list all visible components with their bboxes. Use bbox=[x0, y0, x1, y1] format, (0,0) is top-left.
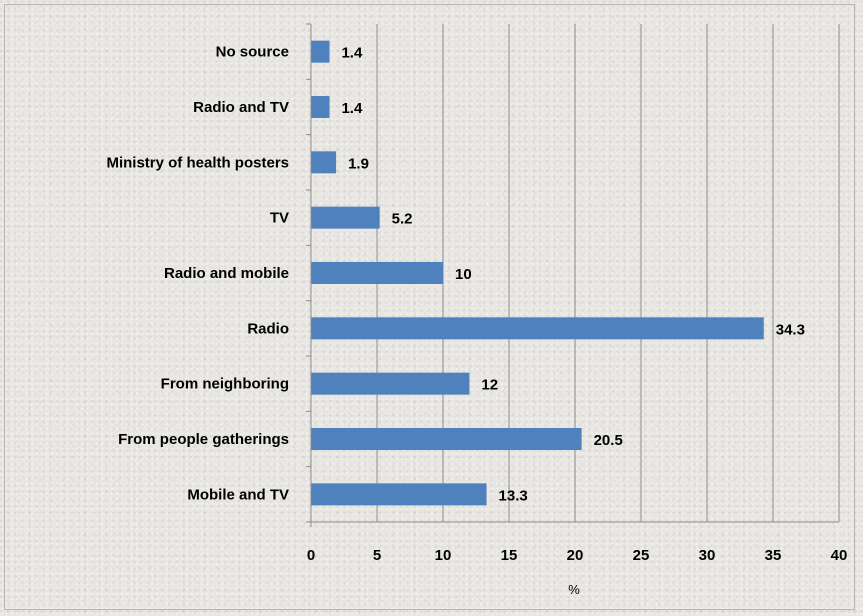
bar bbox=[311, 96, 330, 118]
category-label: Radio and mobile bbox=[164, 265, 289, 282]
x-tick-label: 20 bbox=[567, 547, 584, 564]
axes bbox=[306, 23, 839, 527]
bar bbox=[311, 40, 330, 63]
x-axis-title: % bbox=[568, 582, 580, 597]
category-label: No source bbox=[216, 44, 289, 61]
data-label: 20.5 bbox=[594, 432, 623, 449]
bar bbox=[311, 372, 470, 395]
x-tick-label: 35 bbox=[765, 547, 782, 564]
bar bbox=[311, 151, 337, 174]
data-label: 5.2 bbox=[392, 211, 413, 228]
data-label: 12 bbox=[481, 377, 498, 394]
bars bbox=[311, 40, 764, 506]
category-label: TV bbox=[270, 210, 289, 227]
bar bbox=[311, 206, 380, 229]
category-label: Ministry of health posters bbox=[106, 154, 289, 171]
category-label: From neighboring bbox=[161, 376, 289, 393]
x-tick-label: 15 bbox=[501, 547, 518, 564]
bar bbox=[311, 317, 764, 340]
category-label: Radio and TV bbox=[193, 99, 289, 116]
x-tick-label: 40 bbox=[831, 547, 848, 564]
chart-frame bbox=[4, 4, 855, 610]
x-tick-label: 5 bbox=[373, 547, 381, 564]
x-tick-label: 10 bbox=[435, 547, 452, 564]
x-tick-label: 30 bbox=[699, 547, 716, 564]
category-label: From people gatherings bbox=[118, 431, 289, 448]
data-label: 10 bbox=[455, 266, 472, 283]
data-label: 1.4 bbox=[341, 45, 363, 62]
data-label: 13.3 bbox=[499, 487, 528, 504]
category-label: Radio bbox=[247, 320, 289, 337]
labels: 0 5 10 15 20 25 30 35 40 No source 1.4 Radio and TV… bbox=[106, 44, 847, 597]
bar bbox=[311, 262, 443, 284]
x-tick-label: 25 bbox=[633, 547, 650, 564]
data-label: 34.3 bbox=[776, 321, 805, 338]
x-tick-label: 0 bbox=[307, 547, 315, 564]
bar bbox=[311, 428, 582, 450]
category-label: Mobile and TV bbox=[187, 486, 289, 503]
data-label: 1.9 bbox=[348, 155, 369, 172]
data-label: 1.4 bbox=[341, 100, 363, 117]
bar bbox=[311, 483, 487, 506]
